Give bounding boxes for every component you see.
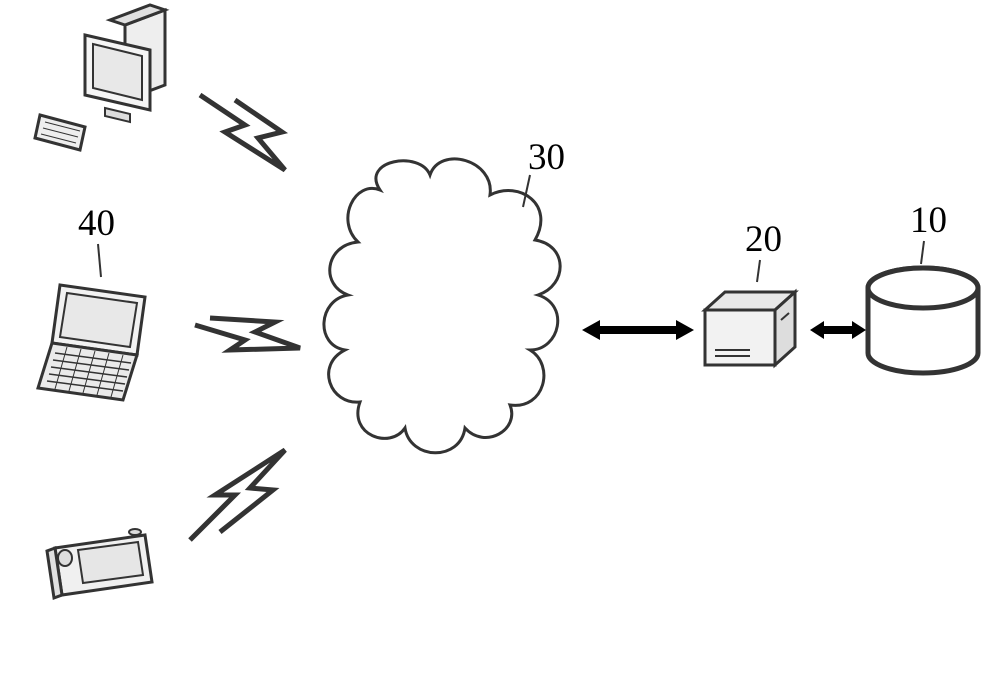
label-laptop: 40: [78, 202, 115, 245]
leader-laptop: [0, 0, 1000, 695]
network-diagram: 30 20 10 40: [0, 0, 1000, 695]
